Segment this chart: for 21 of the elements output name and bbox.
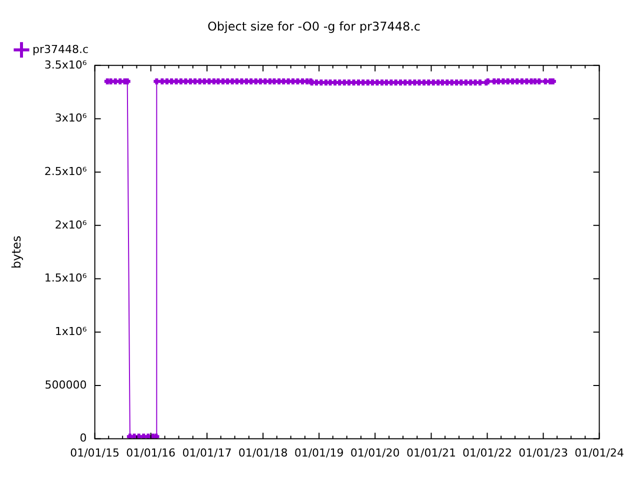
x-tick-label: 01/01/21: [406, 446, 456, 460]
x-tick-label: 01/01/22: [462, 446, 512, 460]
x-tick-label: 01/01/23: [518, 446, 568, 460]
legend-label: pr37448.c: [32, 42, 89, 56]
y-tick-label: 1.5x10⁶: [44, 272, 88, 285]
x-tick-label: 01/01/18: [238, 446, 288, 460]
x-tick-label: 01/01/16: [126, 446, 176, 460]
y-tick-label: 3x10⁶: [54, 112, 88, 125]
y-tick-label: 1x10⁶: [54, 324, 88, 338]
y-tick-label: 2x10⁶: [54, 218, 88, 232]
x-tick-label: 01/01/24: [574, 446, 624, 460]
chart-title: Object size for -O0 -g for pr37448.c: [207, 19, 421, 34]
y-tick-label: 0: [80, 432, 87, 445]
x-tick-label: 01/01/20: [350, 446, 400, 460]
x-tick-label: 01/01/15: [70, 446, 120, 460]
y-axis-title: bytes: [9, 236, 24, 269]
y-tick-label: 3.5x10⁶: [44, 58, 88, 72]
x-tick-label: 01/01/17: [182, 446, 232, 460]
x-tick-label: 01/01/19: [294, 446, 344, 460]
y-tick-label: 500000: [44, 378, 87, 392]
y-tick-label: 2.5x10⁶: [44, 164, 88, 178]
